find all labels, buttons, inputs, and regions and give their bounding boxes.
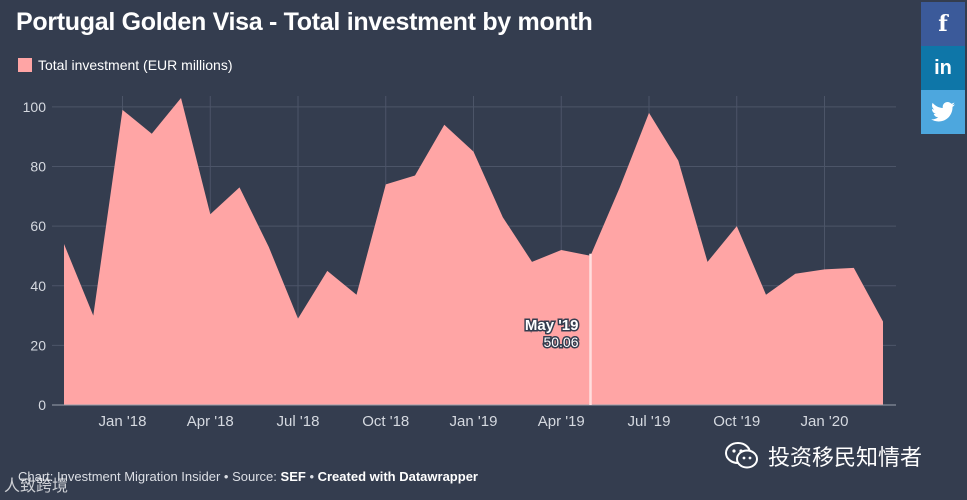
- x-tick-label: Jan '19: [450, 413, 498, 430]
- y-tick-label: 40: [30, 278, 46, 294]
- x-tick-label: Oct '19: [713, 413, 760, 430]
- y-tick-label: 100: [23, 99, 47, 115]
- footer-chart-by: Chart: Investment Migration Insider: [18, 469, 221, 484]
- x-tick-label: Jan '18: [99, 413, 147, 430]
- facebook-share-button[interactable]: f: [921, 2, 965, 46]
- legend-swatch: [18, 58, 32, 72]
- x-tick-label: Apr '18: [187, 413, 234, 430]
- x-tick-label: Jul '19: [628, 413, 671, 430]
- legend: Total investment (EUR millions): [18, 57, 233, 73]
- linkedin-icon: in: [934, 56, 952, 79]
- footer-source-prefix: Source:: [232, 469, 277, 484]
- linkedin-share-button[interactable]: in: [921, 46, 965, 90]
- y-tick-label: 60: [30, 218, 46, 234]
- facebook-icon: f: [938, 11, 948, 37]
- corner-watermark: 人致跨境: [4, 478, 69, 495]
- twitter-share-button[interactable]: [921, 90, 965, 134]
- footer-created-with[interactable]: Created with Datawrapper: [317, 469, 478, 484]
- y-tick-label: 20: [30, 337, 46, 353]
- y-tick-label: 0: [38, 397, 46, 413]
- x-tick-label: Jan '20: [801, 413, 849, 430]
- x-tick-label: Apr '19: [538, 413, 585, 430]
- wechat-watermark: 投资移民知情者: [724, 440, 922, 472]
- wechat-icon: [725, 442, 758, 469]
- legend-label: Total investment (EUR millions): [38, 57, 233, 73]
- chart-title: Portugal Golden Visa - Total investment …: [16, 8, 593, 36]
- area-series: [64, 98, 883, 405]
- twitter-icon: [931, 102, 955, 122]
- x-tick-label: Jul '18: [277, 413, 320, 430]
- footer-credits: Chart: Investment Migration Insider • So…: [18, 469, 478, 484]
- tooltip-label: May '19: [525, 317, 579, 334]
- y-tick-label: 80: [30, 159, 46, 175]
- wechat-account-name: 投资移民知情者: [768, 445, 923, 470]
- x-tick-label: Oct '18: [362, 413, 409, 430]
- social-share-bar: f in: [921, 2, 965, 134]
- tooltip-value: 50.06: [543, 334, 578, 350]
- footer-source-link[interactable]: SEF: [280, 469, 306, 484]
